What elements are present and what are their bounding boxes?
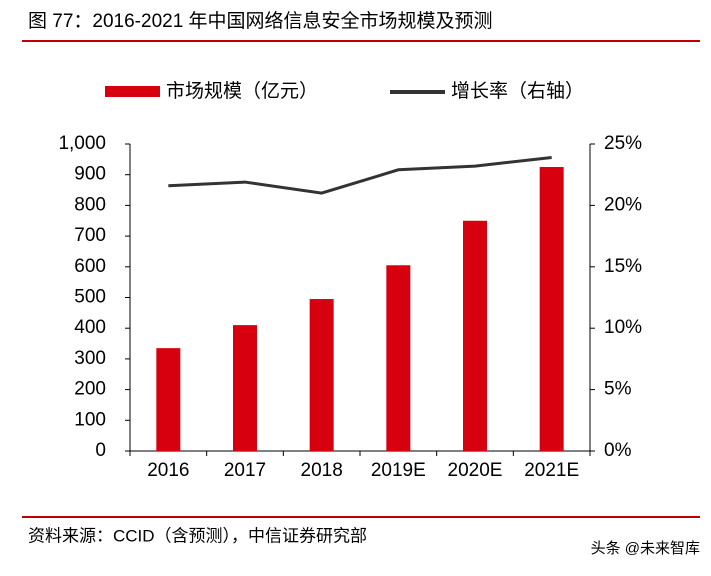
y2-tick-label: 25% [604, 133, 642, 154]
legend-label: 增长率（右轴） [451, 80, 584, 102]
watermark: 头条 @未来智库 [591, 539, 700, 557]
bar [156, 348, 181, 451]
title: 图 77：2016-2021 年中国网络信息安全市场规模及预测 [28, 10, 493, 32]
y2-tick-label: 20% [604, 194, 642, 215]
bar [463, 220, 487, 451]
y-tick-label: 600 [74, 256, 106, 277]
y-tick-label: 800 [74, 194, 106, 215]
source: 资料来源：CCID（含预测），中信证券研究部 [28, 526, 367, 545]
x-tick-label: 2016 [147, 460, 189, 481]
y-tick-label: 200 [74, 379, 106, 400]
x-tick-label: 2021E [524, 460, 579, 481]
x-tick-label: 2017 [224, 460, 266, 481]
legend-swatch [105, 86, 160, 97]
x-tick-label: 2020E [448, 460, 503, 481]
y2-tick-label: 5% [604, 379, 632, 400]
bar [539, 167, 564, 451]
bar [233, 325, 257, 451]
bar [386, 265, 411, 451]
y-tick-label: 1,000 [58, 133, 106, 154]
y2-tick-label: 10% [604, 317, 642, 338]
y-tick-label: 300 [74, 348, 106, 369]
legend-label: 市场规模（亿元） [166, 80, 318, 102]
bar [309, 299, 334, 451]
y-tick-label: 500 [74, 287, 106, 308]
x-tick-label: 2018 [301, 460, 343, 481]
y2-tick-label: 0% [604, 440, 632, 461]
y-tick-label: 100 [74, 409, 106, 430]
y-tick-label: 700 [74, 225, 106, 246]
y-tick-label: 0 [95, 440, 106, 461]
line [168, 156, 552, 195]
y-tick-label: 400 [74, 317, 106, 338]
y2-tick-label: 15% [604, 256, 642, 277]
y-tick-label: 900 [74, 164, 106, 185]
x-tick-label: 2019E [371, 460, 426, 481]
